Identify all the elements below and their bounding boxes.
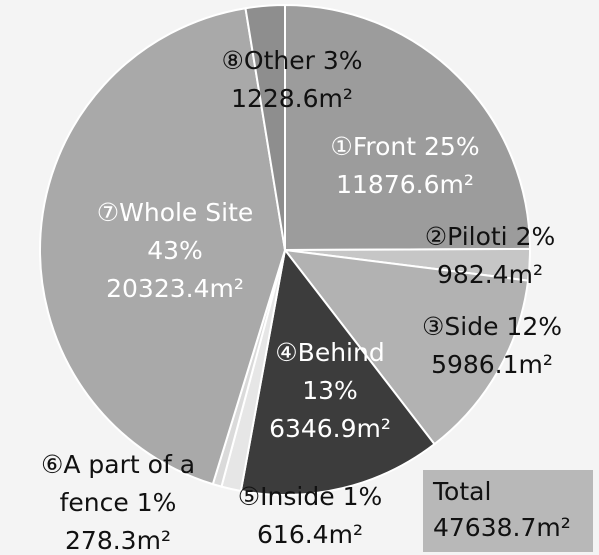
category-label: ④Behind: [275, 338, 385, 367]
category-label: ③Side: [421, 312, 499, 341]
percent-label: 3%: [322, 46, 363, 75]
value-label: 616.4m²: [257, 520, 363, 549]
slice-label: ⑧Other 3% 1228.6m²: [192, 42, 392, 118]
category-label: ⑧Other: [221, 46, 315, 75]
value-label: 982.4m²: [437, 260, 543, 289]
value-label: 1228.6m²: [231, 84, 353, 113]
percent-label: 25%: [424, 132, 480, 161]
percent-label: 43%: [147, 236, 203, 265]
slice-label: ⑦Whole Site 43% 20323.4m²: [55, 194, 295, 308]
pie-slice: [284, 3, 532, 252]
total-title: Total: [433, 477, 492, 506]
total-value: 47638.7m²: [433, 513, 571, 542]
category-label: ①Front: [330, 132, 417, 161]
category-label: ②Piloti: [424, 222, 508, 251]
value-label: 20323.4m²: [106, 274, 244, 303]
category-label: ⑦Whole Site: [96, 198, 254, 227]
value-label: 5986.1m²: [431, 350, 553, 379]
slice-label: ⑥A part of a fence 1% 278.3m²: [29, 446, 207, 555]
value-label: 11876.6m²: [336, 170, 474, 199]
pie-slice: [239, 247, 436, 496]
slice-label: ③Side 12% 5986.1m²: [407, 308, 577, 384]
pie-slice: [39, 7, 287, 486]
percent-label: 1%: [342, 482, 383, 511]
slice-label: ④Behind 13% 6346.9m²: [255, 334, 405, 448]
percent-label: 2%: [515, 222, 556, 251]
slice-label: ⑤Inside 1% 616.4m²: [210, 478, 410, 554]
percent-label: 12%: [506, 312, 562, 341]
category-label: ⑥A part of a fence: [40, 450, 196, 517]
value-label: 278.3m²: [65, 526, 171, 555]
percent-label: 13%: [302, 376, 358, 405]
total-box: Total 47638.7m²: [423, 470, 593, 552]
category-label: ⑤Inside: [237, 482, 335, 511]
pie-slice: [244, 3, 286, 251]
slice-label: ①Front 25% 11876.6m²: [295, 128, 515, 204]
slice-label: ②Piloti 2% 982.4m²: [405, 218, 575, 294]
pie-slice: [282, 248, 530, 446]
value-label: 6346.9m²: [269, 414, 391, 443]
percent-label: 1%: [136, 488, 177, 517]
